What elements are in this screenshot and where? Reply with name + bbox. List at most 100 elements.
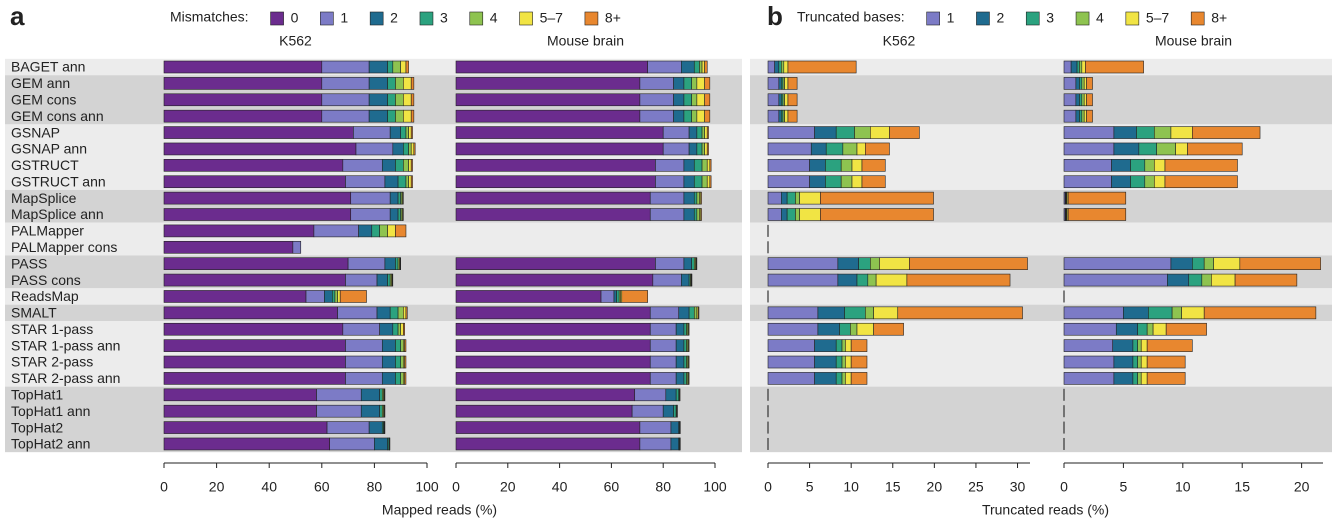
bar-segment [683, 322, 687, 336]
bar-segment [1156, 142, 1176, 156]
bar-segment [683, 175, 695, 189]
bar-segment [840, 175, 853, 189]
x-axis-label: Truncated reads (%) [982, 502, 1109, 518]
legend-swatch [519, 11, 533, 26]
bar-segment [621, 290, 648, 303]
bar-segment [1086, 93, 1093, 107]
bar-segment [163, 306, 338, 320]
bar-segment [814, 339, 837, 352]
bar-segment [163, 175, 346, 189]
panel-label: a [10, 1, 25, 31]
bar-segment [787, 60, 857, 74]
bar-segment [673, 77, 685, 90]
bar-segment [360, 404, 380, 418]
bar-segment [688, 355, 690, 369]
bar-segment [701, 60, 705, 74]
bar-segment [767, 208, 782, 221]
bar-segment [403, 142, 409, 156]
bar-segment [691, 257, 695, 270]
bar-segment [673, 404, 677, 418]
bar-segment [389, 126, 401, 139]
bar-segment [347, 257, 386, 270]
bar-segment [332, 290, 336, 303]
bar-segment [683, 159, 695, 172]
bar-segment [778, 77, 782, 90]
bar-segment [1140, 372, 1148, 385]
bar-segment [787, 109, 798, 123]
bar-segment [700, 208, 702, 221]
category-label: GEM cons [11, 91, 76, 107]
bar-segment [410, 77, 415, 90]
bar-segment [455, 339, 651, 352]
category-label: GEM ann [11, 75, 70, 91]
bar-segment [405, 306, 408, 320]
bar-segment [688, 372, 690, 385]
category-label: GSTRUCT ann [11, 173, 106, 189]
bar-segment [374, 437, 388, 451]
bar-segment [649, 339, 677, 352]
bar-segment [795, 208, 800, 221]
bar-segment [410, 109, 415, 123]
bar-segment [845, 339, 852, 352]
bar-segment [1083, 93, 1087, 107]
bar-segment [681, 273, 690, 287]
legend-label: 1 [340, 10, 348, 26]
bar-segment [697, 306, 700, 320]
bar-segment [1132, 355, 1138, 369]
bar-segment [767, 191, 782, 205]
bar-segment [316, 388, 362, 402]
bar-segment [163, 93, 323, 107]
legend-label: 5–7 [1146, 10, 1170, 26]
bar-segment [631, 404, 664, 418]
bar-segment [767, 60, 775, 74]
bar-segment [395, 224, 407, 238]
bar-segment [321, 77, 370, 90]
bar-segment [342, 322, 380, 336]
bar-segment [455, 437, 641, 451]
bar-segment [673, 93, 685, 107]
bar-segment [778, 109, 782, 123]
bar-segment [1063, 372, 1115, 385]
row-band [750, 58, 1332, 76]
bar-segment [305, 290, 325, 303]
bar-segment [655, 175, 685, 189]
bar-segment [870, 126, 890, 139]
bar-segment [163, 437, 330, 451]
bar-segment [842, 142, 858, 156]
bar-segment [379, 224, 388, 238]
bar-segment [670, 421, 680, 434]
bar-segment [844, 306, 866, 320]
bar-segment [688, 306, 695, 320]
bar-segment [809, 159, 826, 172]
bar-segment [1086, 77, 1093, 90]
bar-segment [683, 208, 695, 221]
bar-segment [1079, 109, 1083, 123]
bar-segment [163, 60, 323, 74]
bar-segment [675, 388, 680, 402]
bar-segment [387, 273, 391, 287]
bar-segment [389, 306, 399, 320]
bar-segment [634, 388, 667, 402]
bar-segment [1137, 322, 1148, 336]
bar-segment [399, 257, 402, 270]
bar-segment [851, 175, 863, 189]
bar-segment [402, 208, 404, 221]
bar-segment [817, 306, 845, 320]
bar-segment [326, 421, 370, 434]
legend-swatch [1190, 11, 1205, 26]
category-label: ReadsMap [11, 288, 79, 304]
bar-segment [413, 142, 416, 156]
bar-segment [1081, 109, 1085, 123]
bar-segment [395, 77, 404, 90]
bar-segment [455, 306, 651, 320]
bar-segment [835, 126, 855, 139]
bar-segment [455, 93, 641, 107]
facet-title: Mouse brain [547, 33, 624, 49]
category-label: STAR 1-pass [11, 321, 93, 337]
bar-segment [410, 93, 415, 107]
bar-segment [696, 257, 698, 270]
bar-segment [391, 273, 394, 287]
bar-segment [691, 109, 698, 123]
bar-segment [337, 306, 378, 320]
row-band [750, 288, 1332, 305]
